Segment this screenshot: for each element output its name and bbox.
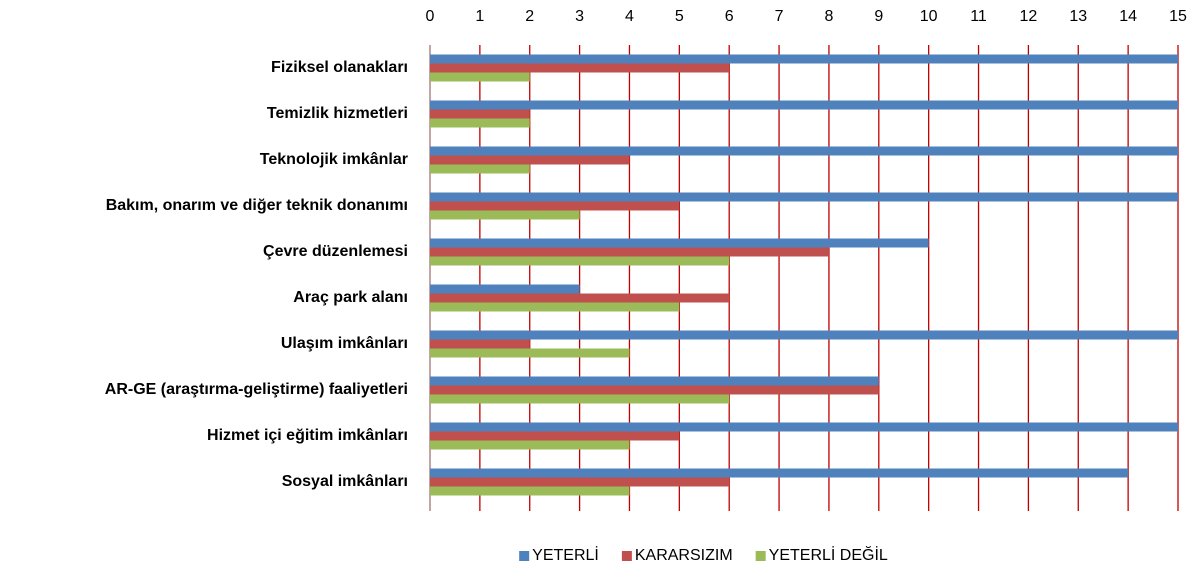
bar — [430, 100, 1178, 110]
x-tick-label: 0 — [426, 8, 435, 25]
bar — [430, 330, 1178, 340]
bar — [430, 422, 1178, 432]
legend-label: YETERLİ — [532, 545, 599, 564]
y-tick-label: AR-GE (araştırma-geliştirme) faaliyetler… — [105, 381, 408, 398]
legend-label: YETERLİ DEĞİL — [769, 545, 888, 564]
bar — [430, 284, 580, 294]
legend-label: KARARSIZIM — [635, 547, 733, 564]
legend-swatch — [755, 551, 766, 561]
y-tick-label: Fiziksel olanakları — [271, 59, 408, 76]
bar — [430, 238, 929, 248]
bar — [430, 210, 580, 220]
bar — [430, 486, 630, 496]
y-tick-label: Teknolojik imkânlar — [260, 151, 408, 168]
bar — [430, 431, 680, 441]
bar — [430, 256, 730, 266]
y-tick-label: Çevre düzenlemesi — [263, 243, 408, 260]
bar — [430, 247, 829, 257]
bar — [430, 155, 630, 165]
legend-swatch — [621, 551, 632, 561]
x-tick-label: 15 — [1169, 8, 1187, 25]
bar — [430, 54, 1178, 64]
y-tick-label: Bakım, onarım ve diğer teknik donanımı — [106, 197, 408, 214]
x-tick-label: 1 — [475, 8, 484, 25]
bar — [430, 192, 1178, 202]
x-tick-label: 3 — [575, 8, 584, 25]
y-tick-label: Sosyal imkânları — [282, 473, 408, 490]
x-tick-label: 14 — [1119, 8, 1137, 25]
y-tick-label: Temizlik hizmetleri — [267, 105, 408, 122]
y-tick-label: Ulaşım imkânları — [281, 335, 408, 352]
x-tick-label: 13 — [1069, 8, 1087, 25]
x-tick-label: 5 — [675, 8, 684, 25]
x-tick-label: 7 — [775, 8, 784, 25]
legend-swatch — [519, 551, 530, 561]
bar — [430, 339, 530, 349]
x-tick-label: 12 — [1020, 8, 1038, 25]
x-tick-label: 2 — [525, 8, 534, 25]
bar — [430, 468, 1129, 478]
bar — [430, 164, 530, 174]
bar — [430, 302, 680, 312]
x-tick-label: 11 — [970, 8, 987, 25]
bar — [430, 146, 1178, 156]
bar — [430, 385, 879, 395]
bar — [430, 293, 730, 303]
x-tick-label: 6 — [725, 8, 734, 25]
x-tick-label: 9 — [874, 8, 883, 25]
bar — [430, 201, 680, 211]
y-tick-label: Hizmet içi eğitim imkânları — [207, 427, 408, 444]
bar — [430, 376, 879, 386]
bar — [430, 394, 730, 404]
bar — [430, 109, 530, 119]
bar — [430, 348, 630, 358]
bar — [430, 63, 730, 73]
bar — [430, 118, 530, 128]
x-tick-label: 4 — [625, 8, 634, 25]
x-tick-label: 8 — [824, 8, 833, 25]
x-tick-label: 10 — [920, 8, 938, 25]
bar — [430, 440, 630, 450]
bar — [430, 72, 530, 82]
y-tick-label: Araç park alanı — [293, 289, 408, 306]
bar — [430, 477, 730, 487]
